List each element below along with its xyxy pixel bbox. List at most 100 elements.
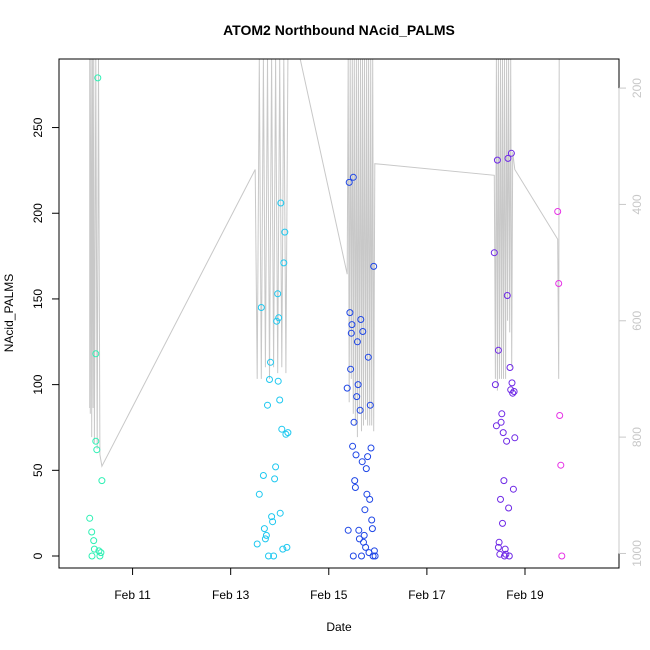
data-point bbox=[494, 543, 502, 551]
data-point bbox=[511, 434, 519, 442]
data-point bbox=[370, 547, 378, 555]
data-point bbox=[253, 540, 261, 548]
points-layer bbox=[86, 74, 566, 560]
data-point bbox=[261, 535, 269, 543]
data-point bbox=[259, 472, 267, 479]
data-point bbox=[368, 516, 376, 524]
x-tick-label: Feb 13 bbox=[212, 588, 250, 602]
data-point bbox=[509, 389, 517, 397]
data-point bbox=[277, 199, 285, 207]
data-point bbox=[497, 418, 505, 426]
data-point bbox=[282, 430, 290, 438]
data-point bbox=[499, 519, 506, 527]
data-point bbox=[371, 552, 379, 560]
data-point bbox=[492, 422, 500, 430]
data-point bbox=[279, 545, 287, 553]
series-4 bbox=[490, 149, 519, 560]
data-point bbox=[262, 531, 270, 539]
y-tick-label: 50 bbox=[31, 463, 45, 477]
data-point bbox=[347, 329, 355, 337]
data-point bbox=[345, 178, 353, 186]
data-point bbox=[360, 531, 368, 539]
data-point bbox=[278, 425, 286, 433]
data-point bbox=[284, 429, 292, 437]
data-point bbox=[363, 490, 371, 498]
data-point bbox=[494, 346, 502, 354]
data-point bbox=[257, 304, 265, 311]
data-point bbox=[356, 406, 364, 414]
data-point bbox=[505, 504, 513, 512]
data-point bbox=[507, 386, 515, 394]
data-point bbox=[507, 149, 515, 157]
data-point bbox=[504, 154, 512, 162]
data-point bbox=[281, 228, 289, 236]
data-point bbox=[506, 364, 514, 371]
data-point bbox=[90, 537, 98, 545]
y-axis-right: 200 400 600 800 1000 bbox=[618, 78, 644, 567]
data-point bbox=[273, 317, 281, 325]
data-point bbox=[283, 543, 291, 551]
x-tick-label: Feb 11 bbox=[114, 588, 151, 602]
data-point bbox=[359, 328, 367, 335]
data-point bbox=[260, 525, 268, 533]
data-point bbox=[493, 156, 501, 164]
data-point bbox=[86, 514, 94, 522]
data-point bbox=[495, 538, 503, 546]
data-point bbox=[501, 545, 509, 553]
data-point bbox=[350, 418, 358, 426]
chart-title: ATOM2 Northbound NAcid_PALMS bbox=[223, 22, 455, 38]
x-tick-label: Feb 15 bbox=[310, 588, 348, 602]
data-point bbox=[510, 388, 518, 395]
data-point bbox=[505, 552, 513, 560]
x-axis: Feb 11 Feb 13 Feb 15 Feb 17 Feb 19 bbox=[114, 567, 544, 602]
data-point bbox=[353, 393, 361, 401]
data-point bbox=[370, 262, 378, 270]
data-point bbox=[369, 552, 377, 560]
data-point bbox=[358, 552, 365, 560]
data-point bbox=[351, 484, 359, 491]
data-point bbox=[498, 410, 506, 418]
data-point bbox=[358, 458, 366, 466]
data-point bbox=[266, 376, 273, 383]
x-tick-label: Feb 19 bbox=[506, 588, 544, 602]
plot-area-frame bbox=[58, 58, 620, 569]
data-point bbox=[93, 446, 101, 454]
data-point bbox=[497, 495, 504, 503]
data-point bbox=[490, 249, 498, 257]
data-point bbox=[95, 547, 103, 555]
data-point bbox=[344, 526, 352, 534]
x-tick-label: Feb 17 bbox=[408, 588, 446, 602]
data-point bbox=[558, 552, 566, 560]
data-point bbox=[503, 437, 511, 445]
data-point bbox=[352, 451, 360, 459]
data-point bbox=[366, 495, 374, 503]
right-tick-label: 1000 bbox=[630, 540, 644, 567]
data-point bbox=[276, 509, 284, 517]
data-point bbox=[355, 535, 363, 543]
data-point bbox=[354, 381, 362, 389]
data-point bbox=[362, 465, 370, 473]
data-point bbox=[503, 292, 511, 299]
data-point bbox=[364, 453, 372, 461]
y-tick-label: 200 bbox=[31, 203, 45, 223]
data-point bbox=[272, 463, 280, 471]
data-point bbox=[555, 280, 563, 287]
data-point bbox=[349, 442, 357, 450]
right-tick-label: 600 bbox=[630, 310, 644, 330]
data-point bbox=[270, 552, 278, 560]
data-point bbox=[557, 461, 565, 469]
series-5 bbox=[554, 208, 566, 560]
data-point bbox=[357, 316, 365, 323]
data-point bbox=[501, 552, 508, 560]
data-point bbox=[368, 525, 376, 533]
data-point bbox=[367, 444, 375, 452]
y-tick-label: 100 bbox=[31, 374, 45, 394]
data-point bbox=[255, 490, 263, 498]
data-point bbox=[347, 365, 355, 373]
data-point bbox=[348, 321, 356, 329]
x-axis-label: Date bbox=[326, 620, 352, 634]
data-point bbox=[500, 477, 508, 485]
data-point bbox=[556, 412, 564, 419]
data-point bbox=[267, 358, 274, 366]
